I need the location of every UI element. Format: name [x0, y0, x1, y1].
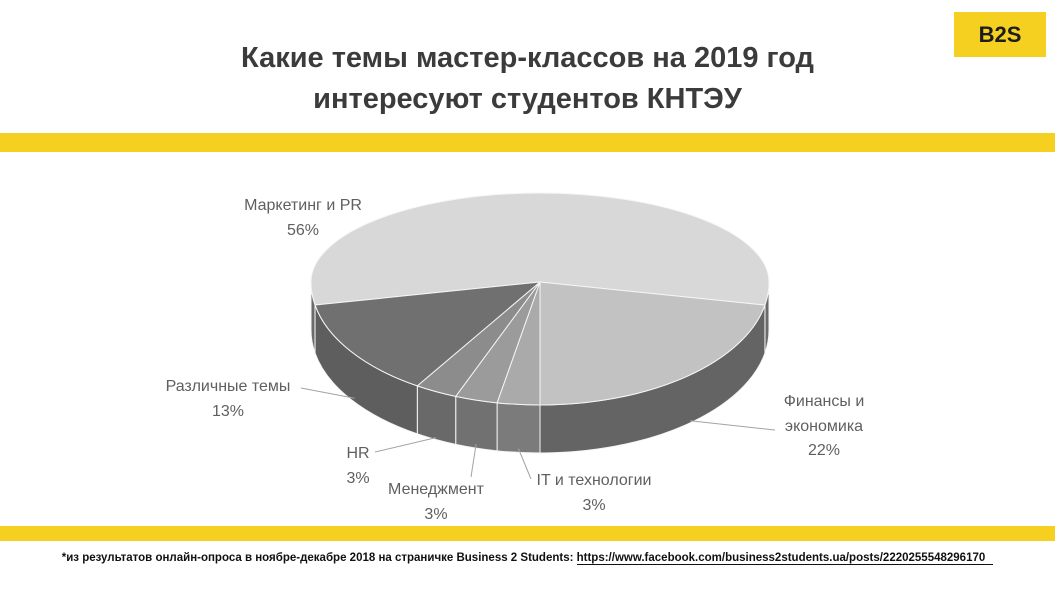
pie-label-line: Финансы и: [783, 393, 865, 410]
pie-label-1: Финансы и экономика 22%: [784, 390, 865, 464]
pie-leader-line: [374, 437, 437, 453]
pie-label-line: экономика: [784, 417, 864, 435]
b2s-logo-badge: B2S: [954, 12, 1046, 57]
pie-slice-top-1: [539, 281, 766, 406]
pie-leader-line: [690, 420, 776, 431]
pie-label-line: Менеджмент: [388, 481, 484, 498]
pie-label-5: Различные темы 13%: [166, 375, 291, 424]
pie-leader-line: [470, 444, 477, 478]
pie-label-line: 3%: [582, 496, 606, 514]
pie-slice-side-3: [455, 395, 498, 452]
pie-slice-top-0: [310, 192, 770, 306]
title-line-1: Какие темы мастер-классов на 2019 год: [241, 42, 814, 74]
title-line-2: интересуют студентов КНТЭУ: [313, 83, 742, 115]
pie-leader-line: [517, 448, 532, 480]
pie-label-line: 56%: [286, 221, 320, 239]
pie-label-line: IT и технологии: [536, 472, 652, 489]
pie-label-line: 22%: [807, 442, 841, 459]
pie-slice-side-2: [496, 402, 541, 454]
footnote-link[interactable]: https://www.facebook.com/business2studen…: [576, 552, 994, 565]
pie-label-3: Менеджмент 3%: [388, 478, 484, 527]
pie-label-line: 3%: [424, 505, 448, 523]
pie-leader-line: [300, 387, 355, 399]
pie-label-line: Маркетинг и PR: [244, 197, 362, 214]
footnote: *из результатов онлайн-опроса в ноябре-д…: [0, 552, 1055, 565]
pie-label-line: 13%: [211, 402, 245, 420]
accent-stripe-top: [0, 133, 1055, 152]
pie-label-line: HR: [346, 445, 370, 462]
accent-stripe-bottom: [0, 526, 1055, 541]
footnote-text: *из результатов онлайн-опроса в ноябре-д…: [61, 552, 574, 564]
slide-title: Какие темы мастер-классов на 2019 год ин…: [0, 38, 1055, 120]
pie-label-2: IT и технологии 3%: [537, 469, 652, 518]
pie-slice-top-5: [314, 281, 541, 387]
pie-label-line: 3%: [346, 469, 370, 487]
pie-label-line: Различные темы: [165, 378, 291, 395]
pie-label-4: HR 3%: [346, 442, 369, 491]
pie-label-0: Маркетинг и PR 56%: [244, 194, 362, 243]
